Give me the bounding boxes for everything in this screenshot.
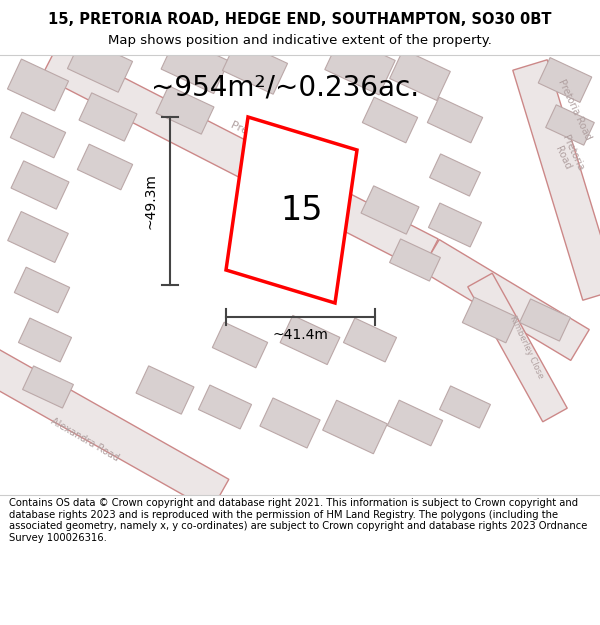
Text: ~954m²/~0.236ac.: ~954m²/~0.236ac. — [151, 73, 419, 101]
Polygon shape — [428, 203, 482, 247]
Polygon shape — [513, 60, 600, 300]
Polygon shape — [440, 386, 490, 428]
Polygon shape — [199, 385, 251, 429]
Polygon shape — [7, 59, 68, 111]
Polygon shape — [325, 35, 395, 95]
Polygon shape — [260, 398, 320, 448]
Polygon shape — [79, 93, 137, 141]
Text: 15: 15 — [280, 194, 323, 226]
Polygon shape — [77, 144, 133, 190]
Polygon shape — [463, 297, 518, 343]
Polygon shape — [361, 186, 419, 234]
Text: Pretoria Road: Pretoria Road — [229, 119, 301, 161]
Polygon shape — [520, 299, 571, 341]
Polygon shape — [389, 239, 440, 281]
Text: Pretoria Road: Pretoria Road — [557, 78, 593, 142]
Polygon shape — [42, 44, 438, 271]
Polygon shape — [427, 97, 482, 143]
Text: 15, PRETORIA ROAD, HEDGE END, SOUTHAMPTON, SO30 0BT: 15, PRETORIA ROAD, HEDGE END, SOUTHAMPTO… — [48, 12, 552, 27]
Polygon shape — [538, 58, 592, 102]
Polygon shape — [468, 273, 567, 422]
Polygon shape — [389, 49, 451, 101]
Text: Kimberley Close: Kimberley Close — [508, 314, 545, 380]
Polygon shape — [362, 97, 418, 143]
Polygon shape — [343, 318, 397, 362]
Polygon shape — [323, 400, 388, 454]
Polygon shape — [136, 366, 194, 414]
Polygon shape — [421, 239, 589, 361]
Text: Pretoria
Road: Pretoria Road — [550, 133, 586, 177]
Polygon shape — [10, 112, 65, 158]
Polygon shape — [156, 86, 214, 134]
Polygon shape — [8, 211, 68, 262]
Polygon shape — [67, 38, 133, 92]
Text: Map shows position and indicative extent of the property.: Map shows position and indicative extent… — [108, 34, 492, 47]
Polygon shape — [14, 267, 70, 313]
Polygon shape — [23, 366, 73, 408]
Polygon shape — [212, 322, 268, 368]
Polygon shape — [545, 105, 595, 145]
Polygon shape — [19, 318, 71, 362]
Polygon shape — [0, 349, 229, 511]
Polygon shape — [226, 117, 357, 303]
Polygon shape — [280, 316, 340, 364]
Text: ~49.3m: ~49.3m — [143, 173, 157, 229]
Polygon shape — [223, 40, 287, 94]
Polygon shape — [388, 400, 443, 446]
Polygon shape — [11, 161, 69, 209]
Text: Alexandra Road: Alexandra Road — [49, 416, 121, 464]
Text: Contains OS data © Crown copyright and database right 2021. This information is : Contains OS data © Crown copyright and d… — [9, 498, 587, 543]
Polygon shape — [161, 36, 229, 94]
Text: ~41.4m: ~41.4m — [272, 328, 328, 342]
Polygon shape — [430, 154, 481, 196]
